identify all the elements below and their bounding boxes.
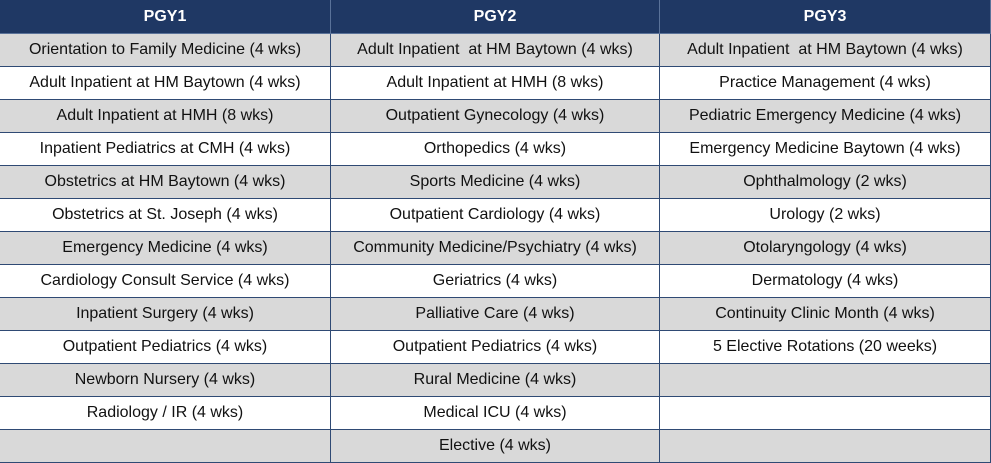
column-header: PGY3 (660, 0, 991, 34)
rotation-cell: Ophthalmology (2 wks) (660, 166, 991, 199)
rotation-cell: Obstetrics at HM Baytown (4 wks) (0, 166, 331, 199)
rotation-cell: Medical ICU (4 wks) (331, 397, 660, 430)
rotation-cell: Outpatient Pediatrics (4 wks) (331, 331, 660, 364)
rotation-cell: Emergency Medicine (4 wks) (0, 232, 331, 265)
rotation-cell: Elective (4 wks) (331, 430, 660, 463)
rotation-cell: Inpatient Surgery (4 wks) (0, 298, 331, 331)
rotation-cell: Radiology / IR (4 wks) (0, 397, 331, 430)
column-header: PGY1 (0, 0, 331, 34)
rotation-cell: 5 Elective Rotations (20 weeks) (660, 331, 991, 364)
column-header: PGY2 (331, 0, 660, 34)
empty-cell (0, 430, 331, 463)
empty-cell (660, 430, 991, 463)
rotation-cell: Orthopedics (4 wks) (331, 133, 660, 166)
rotation-cell: Adult Inpatient at HMH (8 wks) (331, 67, 660, 100)
rotation-cell: Urology (2 wks) (660, 199, 991, 232)
rotation-cell: Pediatric Emergency Medicine (4 wks) (660, 100, 991, 133)
rotation-cell: Adult Inpatient at HM Baytown (4 wks) (331, 34, 660, 67)
rotation-cell: Adult Inpatient at HM Baytown (4 wks) (660, 34, 991, 67)
rotation-cell: Obstetrics at St. Joseph (4 wks) (0, 199, 331, 232)
rotation-cell: Sports Medicine (4 wks) (331, 166, 660, 199)
rotation-cell: Outpatient Cardiology (4 wks) (331, 199, 660, 232)
rotation-cell: Outpatient Pediatrics (4 wks) (0, 331, 331, 364)
rotation-cell: Newborn Nursery (4 wks) (0, 364, 331, 397)
rotation-cell: Community Medicine/Psychiatry (4 wks) (331, 232, 660, 265)
rotation-cell: Orientation to Family Medicine (4 wks) (0, 34, 331, 67)
empty-cell (660, 397, 991, 430)
rotation-cell: Adult Inpatient at HMH (8 wks) (0, 100, 331, 133)
rotation-cell: Otolaryngology (4 wks) (660, 232, 991, 265)
rotation-cell: Practice Management (4 wks) (660, 67, 991, 100)
rotation-cell: Cardiology Consult Service (4 wks) (0, 265, 331, 298)
rotation-cell: Dermatology (4 wks) (660, 265, 991, 298)
rotation-cell: Emergency Medicine Baytown (4 wks) (660, 133, 991, 166)
rotation-cell: Geriatrics (4 wks) (331, 265, 660, 298)
rotation-cell: Palliative Care (4 wks) (331, 298, 660, 331)
rotation-cell: Outpatient Gynecology (4 wks) (331, 100, 660, 133)
rotation-cell: Rural Medicine (4 wks) (331, 364, 660, 397)
rotation-cell: Adult Inpatient at HM Baytown (4 wks) (0, 67, 331, 100)
rotation-cell: Inpatient Pediatrics at CMH (4 wks) (0, 133, 331, 166)
empty-cell (660, 364, 991, 397)
rotation-cell: Continuity Clinic Month (4 wks) (660, 298, 991, 331)
